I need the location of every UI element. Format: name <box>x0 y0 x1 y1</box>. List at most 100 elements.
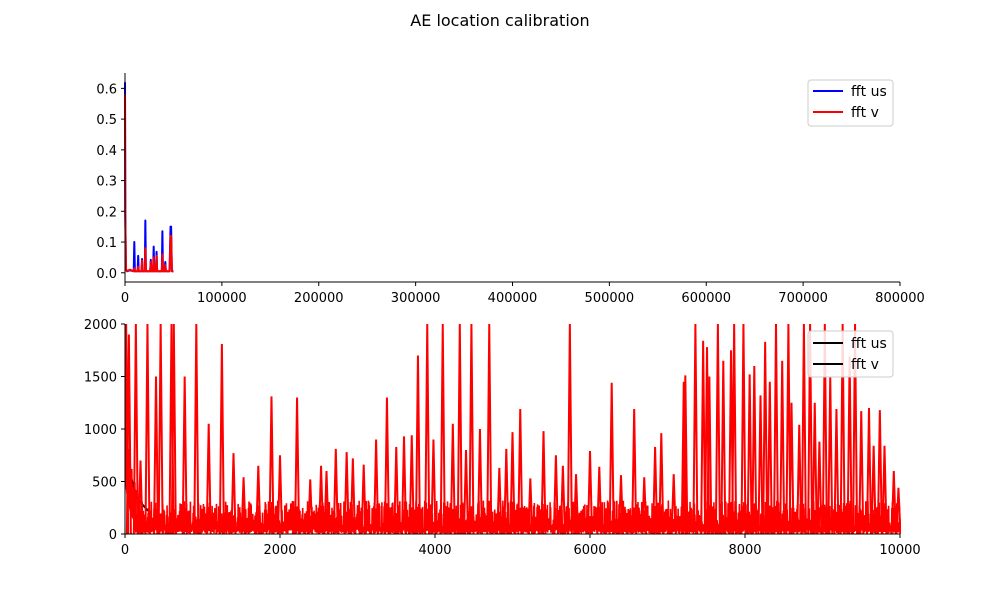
bottom-spike <box>527 478 534 535</box>
bottom-spike <box>463 449 469 535</box>
bottom-spike <box>788 402 795 535</box>
bottom-spike <box>631 409 638 535</box>
top-legend-label-fft-v: fft v <box>851 105 879 121</box>
bottom-spike <box>456 323 463 535</box>
bottom-spike <box>218 343 225 535</box>
bottom-spike <box>255 465 262 535</box>
top-x-tick-label: 700000 <box>778 291 828 306</box>
bottom-y-tick-label: 1000 <box>84 423 117 438</box>
bottom-spike <box>373 439 380 535</box>
top-x-tick-label: 400000 <box>488 291 538 306</box>
bottom-spike <box>294 397 301 535</box>
bottom-spike <box>796 424 803 535</box>
bottom-spike <box>476 428 483 535</box>
bottom-spike <box>852 323 859 535</box>
bottom-y-tick-label: 0 <box>109 528 117 543</box>
bottom-spike <box>193 323 200 535</box>
bottom-spike <box>343 452 350 535</box>
bottom-spike <box>517 409 524 535</box>
bottom-spike <box>540 431 547 535</box>
bottom-spike <box>596 466 603 535</box>
bottom-spike <box>144 323 151 535</box>
bottom-y-tick-label: 1500 <box>84 371 117 386</box>
top-x-tick-label: 0 <box>121 291 129 306</box>
bottom-spike <box>821 323 828 535</box>
top-legend: fft us fft v <box>807 79 894 127</box>
bottom-spike <box>439 323 446 535</box>
bottom-spike <box>839 323 846 535</box>
bottom-spike <box>424 323 431 535</box>
bottom-plot-lines <box>125 323 901 535</box>
bottom-spike <box>566 323 573 535</box>
bottom-spike <box>658 433 665 535</box>
top-x-tick-label: 500000 <box>585 291 635 306</box>
bottom-spike <box>170 323 177 535</box>
bottom-spike <box>430 439 437 535</box>
bottom-x-tick-label: 8000 <box>728 543 761 558</box>
bottom-spike <box>552 455 559 535</box>
bottom-spike <box>277 455 283 535</box>
bottom-spike <box>414 355 421 535</box>
bottom-spike <box>360 464 367 535</box>
top-y-tick-label: 0.5 <box>96 113 117 128</box>
bottom-spike <box>268 396 275 535</box>
bottom-x-tick-label: 6000 <box>573 543 606 558</box>
bottom-plot: 0 2000 4000 6000 8000 10000 0 500 1000 1500 2000 f… <box>84 318 921 558</box>
bottom-spike <box>807 323 814 535</box>
bottom-spike <box>833 409 840 535</box>
bottom-spike <box>205 423 212 535</box>
bottom-spike <box>881 445 888 535</box>
bottom-spike <box>181 376 188 535</box>
bottom-spike <box>652 446 659 535</box>
bottom-spike <box>870 445 877 535</box>
bottom-spike <box>762 341 769 535</box>
bottom-spike <box>240 477 247 535</box>
bottom-legend-label-fft-v: fft v <box>851 357 879 373</box>
top-y-tick-label: 0.1 <box>96 236 117 251</box>
bottom-y-tick-label: 500 <box>92 476 117 491</box>
bottom-spike <box>866 407 872 535</box>
bottom-spike <box>720 360 727 535</box>
bottom-x-tick-label: 10000 <box>879 543 920 558</box>
top-series-fft-v <box>124 94 174 273</box>
bottom-spike <box>153 376 159 535</box>
bottom-spike <box>751 365 758 535</box>
bottom-spike <box>349 458 356 535</box>
bottom-spike <box>383 397 390 535</box>
bottom-spike <box>858 411 865 535</box>
bottom-spike <box>618 475 624 535</box>
bottom-spike <box>509 432 516 535</box>
top-x-tick-label: 100000 <box>197 291 247 306</box>
top-y-tick-label: 0.6 <box>96 82 117 97</box>
bottom-plot-axes: 0 2000 4000 6000 8000 10000 0 500 1000 1500 2000 <box>84 318 921 558</box>
top-y-tick-label: 0.3 <box>96 175 117 190</box>
bottom-spike <box>731 323 738 535</box>
bottom-spike <box>393 446 400 535</box>
bottom-spike <box>323 470 330 535</box>
bottom-spike <box>125 334 132 535</box>
bottom-x-tick-label: 2000 <box>263 543 296 558</box>
top-plot-lines <box>124 82 174 273</box>
bottom-spike <box>559 465 566 535</box>
bottom-spike <box>895 487 901 535</box>
bottom-spike <box>157 323 164 535</box>
bottom-spike <box>816 441 823 535</box>
bottom-spike <box>670 474 677 535</box>
figure-title: AE location calibration <box>410 11 589 30</box>
bottom-spike <box>766 381 773 535</box>
top-x-tick-label: 600000 <box>681 291 731 306</box>
bottom-spike <box>137 460 144 535</box>
top-x-tick-label: 200000 <box>294 291 344 306</box>
top-legend-label-fft-us: fft us <box>851 84 887 100</box>
top-x-tick-label: 800000 <box>875 291 925 306</box>
top-plot: 0 100000 200000 300000 400000 500000 600000 700… <box>96 73 925 306</box>
bottom-spike <box>682 375 689 535</box>
bottom-spike <box>449 423 456 535</box>
bottom-spike <box>700 340 707 535</box>
bottom-spike <box>746 374 753 535</box>
bottom-spike <box>811 402 818 535</box>
bottom-spike <box>608 382 615 535</box>
bottom-spike <box>641 477 648 535</box>
bottom-spike <box>318 465 325 535</box>
bottom-x-tick-label: 0 <box>121 543 129 558</box>
